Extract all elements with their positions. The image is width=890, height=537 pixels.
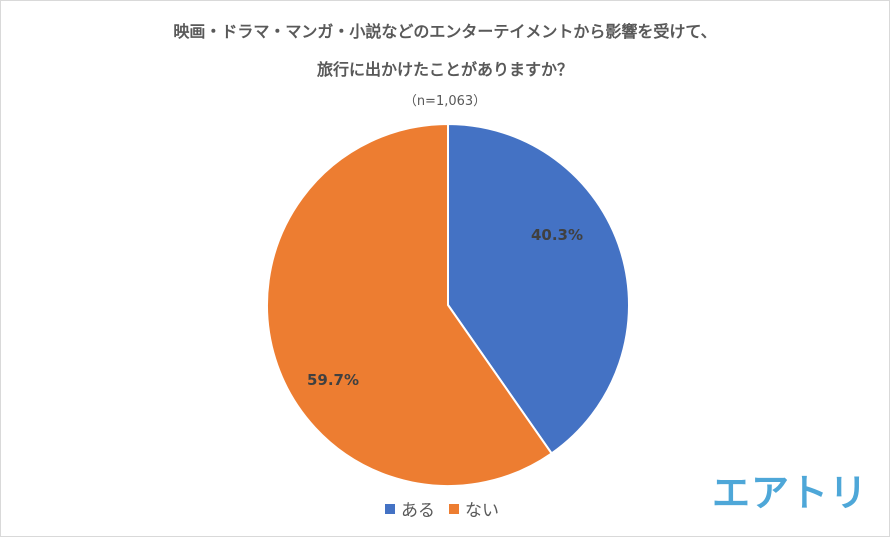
data-label: 40.3% <box>531 226 583 244</box>
legend: ある ない <box>385 496 513 521</box>
legend-label: ある <box>401 501 435 521</box>
data-label: 59.7% <box>307 371 359 389</box>
chart-title-line2: 旅行に出かけたことがありますか？ <box>316 60 573 79</box>
legend-swatch <box>385 503 395 514</box>
chart-subtitle: （n=1,063） <box>403 94 487 109</box>
legend-item-nai: ない <box>449 496 499 521</box>
legend-item-aru: ある <box>385 496 435 521</box>
pie-slice-1 <box>266 122 554 487</box>
legend-swatch <box>449 503 459 514</box>
airtrip-logo: エアトリ <box>712 471 869 515</box>
legend-label: ない <box>465 501 499 521</box>
chart-title-line1: 映画・ドラマ・マンガ・小説などのエンターテイメントから影響を受けて、 <box>173 22 717 41</box>
pie-slice-0 <box>447 122 630 455</box>
